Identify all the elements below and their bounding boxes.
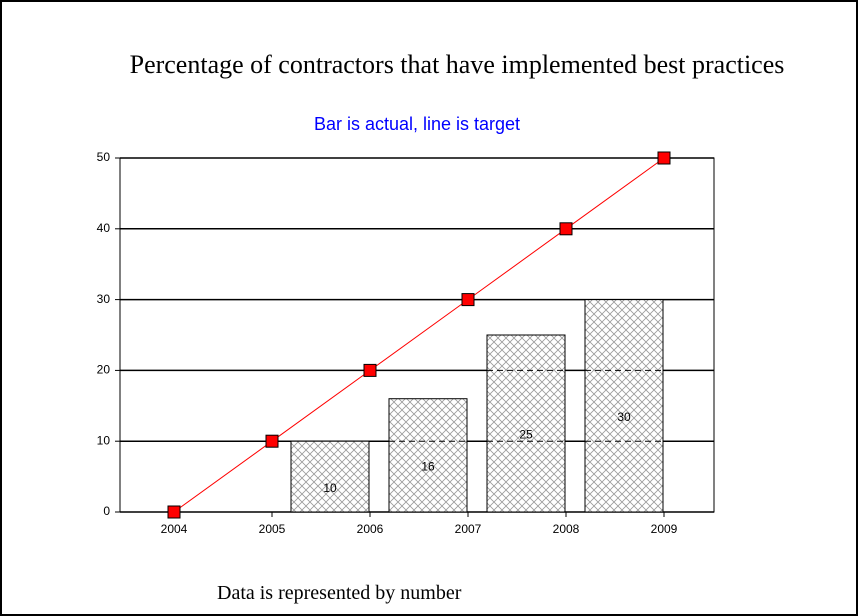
x-tick-label: 2008	[553, 522, 580, 536]
marker	[461, 293, 475, 307]
bar	[486, 334, 566, 513]
marker	[363, 363, 377, 377]
y-tick-label: 0	[103, 504, 110, 518]
chart-title: Percentage of contractors that have impl…	[129, 50, 785, 79]
y-tick-label: 10	[97, 433, 111, 447]
bar	[584, 299, 664, 513]
x-tick-label: 2006	[357, 522, 384, 536]
data-label: 30	[617, 410, 631, 424]
y-tick-label: 30	[97, 292, 111, 306]
data-label: 10	[323, 481, 337, 495]
x-tick-label: 2007	[455, 522, 482, 536]
footer-note: Data is represented by number	[217, 582, 462, 604]
marker	[559, 222, 573, 236]
y-tick-label: 40	[97, 221, 111, 235]
x-tick-label: 2009	[651, 522, 678, 536]
data-label: 16	[421, 460, 435, 474]
data-label: 25	[519, 428, 533, 442]
y-tick-label: 50	[97, 150, 111, 164]
bar	[388, 398, 468, 513]
y-tick-label: 20	[97, 363, 111, 377]
line	[173, 157, 665, 513]
bar	[290, 440, 370, 513]
marker	[657, 151, 671, 165]
x-tick-label: 2005	[259, 522, 286, 536]
marker	[167, 505, 181, 519]
chart-subtitle: Bar is actual, line is target	[314, 114, 520, 134]
marker	[265, 434, 279, 448]
x-tick-label: 2004	[161, 522, 188, 536]
